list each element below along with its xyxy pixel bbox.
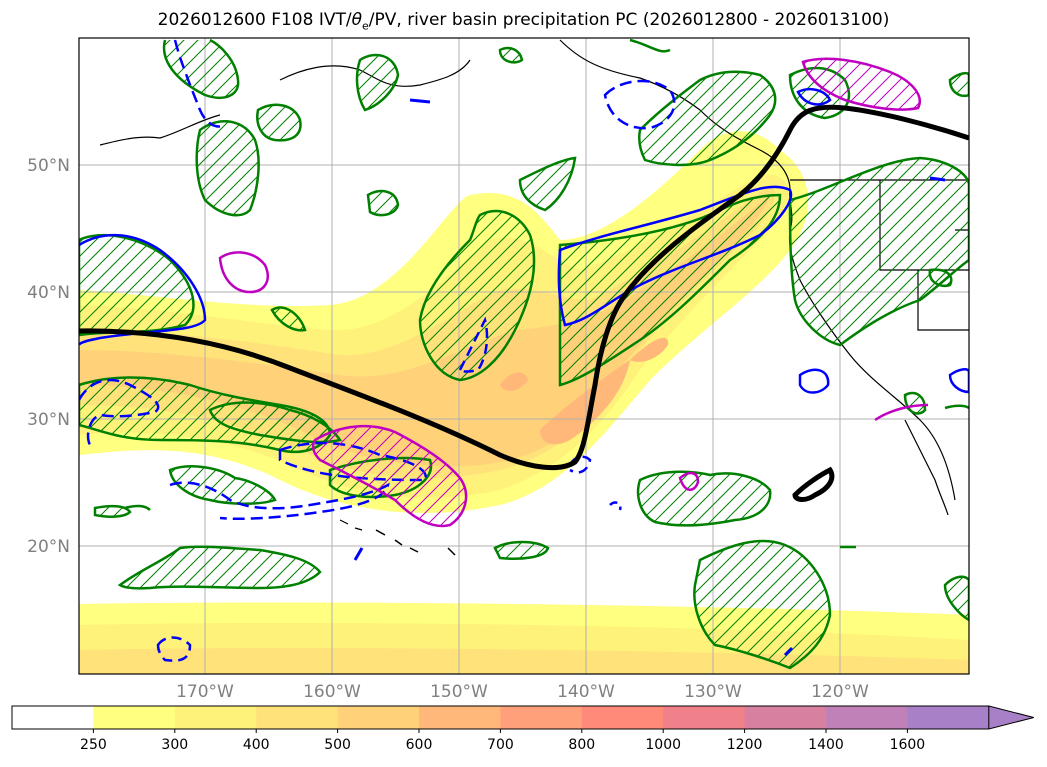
colorbar-tick-label: 1600 [890,737,926,753]
colorbar-segment [907,706,990,729]
theta-e-contours [79,38,969,670]
colorbar-tick-label: 1200 [727,737,763,753]
lon-label-150w: 150°W [430,682,488,702]
chart-title: 2026012600 F108 IVT/θe/PV, river basin p… [0,10,1047,32]
colorbar-segment [174,706,257,729]
colorbar-segment [744,706,827,729]
colorbar-extend-arrow [988,705,1034,730]
colorbar-segment [581,706,664,729]
colorbar-segment [93,706,176,729]
lat-label-20: 20°N [27,537,70,557]
colorbar-segment [826,706,908,729]
colorbar-tick-label: 600 [406,737,433,753]
colorbar-tick-label: 500 [324,737,351,753]
title-theta: θ [351,10,362,30]
ivt-axis-line [79,104,969,502]
colorbar-tick-label: 1400 [808,737,844,753]
title-subscript: e [362,19,369,33]
colorbar-tick-label: 300 [161,737,188,753]
lon-label-130w: 130°W [684,682,742,702]
colorbar-segment [663,706,746,729]
title-suffix: /PV, river basin precipitation PC (20260… [368,10,890,30]
lon-label-160w: 160°W [303,682,361,702]
title-prefix: 2026012600 F108 IVT/ [157,10,352,30]
colorbar: 250 300 400 500 600 700 800 1000 1200 1400 1600 [11,705,1034,753]
colorbar-segment [337,706,420,729]
lat-label-30: 30°N [27,410,70,430]
precip-pc-contours [218,57,929,528]
lon-label-120w: 120°W [811,682,869,702]
colorbar-tick-label: 400 [243,737,270,753]
colorbar-tick-label: 700 [487,737,514,753]
lon-label-170w: 170°W [176,682,234,702]
map-frame [78,37,970,675]
colorbar-segment [500,706,583,729]
colorbar-segment [256,706,339,729]
colorbar-segment [419,706,501,729]
colorbar-tick-label: 1000 [645,737,681,753]
colorbar-segment [12,706,94,729]
lon-label-140w: 140°W [557,682,615,702]
longitude-labels: 170°W 160°W 150°W 140°W 130°W 120°W [176,682,869,702]
lat-label-40: 40°N [27,283,70,303]
colorbar-tick-label: 800 [568,737,595,753]
lat-label-50: 50°N [27,156,70,176]
latitude-labels: 50°N 40°N 30°N 20°N [27,156,70,557]
colorbar-tick-label: 250 [80,737,107,753]
